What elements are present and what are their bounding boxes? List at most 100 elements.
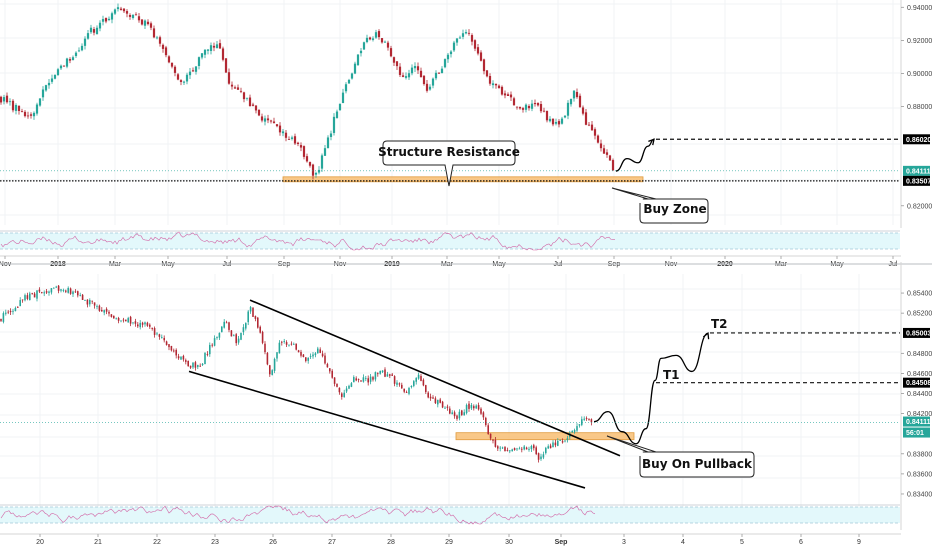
candle-body[interactable] [170,62,174,67]
candle-body[interactable] [151,327,153,329]
candle-body[interactable] [266,118,270,121]
candle-body[interactable] [218,43,222,49]
candle-body[interactable] [530,445,533,450]
candle-body[interactable] [434,398,437,404]
candle-body[interactable] [405,392,408,393]
candle-body[interactable] [149,324,151,327]
top-time-axis[interactable]: Nov2018MarMayJulSepNov2019MarMayJulSepNo… [0,255,901,268]
candle-body[interactable] [446,406,449,408]
candle-body[interactable] [602,148,606,154]
candle-body[interactable] [368,37,372,40]
candle-body[interactable] [216,336,218,338]
candle-body[interactable] [153,328,156,335]
candle-body[interactable] [323,148,327,156]
candle-body[interactable] [247,311,249,323]
candle-body[interactable] [48,291,50,293]
candle-body[interactable] [422,379,425,386]
candle-body[interactable] [194,362,197,368]
candle-body[interactable] [240,332,242,340]
candle-body[interactable] [79,295,81,296]
candle-body[interactable] [72,291,74,295]
candle-body[interactable] [401,384,403,389]
candle-body[interactable] [429,396,432,399]
candle-body[interactable] [482,412,485,418]
candle-body[interactable] [386,42,390,48]
candle-body[interactable] [583,418,585,420]
candle-body[interactable] [161,44,165,49]
candle-body[interactable] [314,172,318,175]
candle-body[interactable] [590,419,593,423]
candle-body[interactable] [233,87,237,89]
candle-body[interactable] [319,349,321,353]
candle-body[interactable] [263,118,267,122]
candle-body[interactable] [41,89,45,98]
candle-body[interactable] [380,38,384,43]
candle-body[interactable] [101,309,103,312]
candle-body[interactable] [333,377,336,384]
candle-body[interactable] [104,18,108,22]
candle-body[interactable] [581,419,583,425]
candle-body[interactable] [105,308,108,312]
candle-body[interactable] [221,48,225,60]
candle-body[interactable] [428,86,432,90]
candle-body[interactable] [168,344,170,348]
candle-body[interactable] [50,288,53,293]
candle-body[interactable] [158,334,161,337]
candle-body[interactable] [107,18,111,21]
current-price-badge-bg[interactable] [903,165,930,176]
candle-body[interactable] [17,307,19,308]
candle-body[interactable] [170,345,173,351]
candle-body[interactable] [230,84,234,87]
candle-body[interactable] [144,322,146,325]
candle-body[interactable] [98,305,101,311]
candle-body[interactable] [458,411,461,419]
candle-body[interactable] [389,48,393,57]
candle-body[interactable] [324,355,326,364]
candle-body[interactable] [110,13,114,20]
candle-body[interactable] [344,84,348,92]
candle-body[interactable] [257,110,261,116]
candle-body[interactable] [417,374,420,379]
candle-body[interactable] [38,98,42,106]
candle-body[interactable] [305,156,309,162]
candle-body[interactable] [353,63,357,74]
candle-body[interactable] [278,342,281,354]
candle-body[interactable] [415,378,417,382]
candle-body[interactable] [482,59,486,72]
candle-body[interactable] [182,355,185,360]
candle-body[interactable] [398,66,402,75]
candle-body[interactable] [389,374,391,376]
candle-body[interactable] [55,286,57,288]
candle-body[interactable] [261,331,264,343]
candle-body[interactable] [295,343,297,350]
candle-body[interactable] [211,344,213,346]
candle-body[interactable] [116,7,120,10]
candle-body[interactable] [273,358,276,371]
candle-body[interactable] [36,290,38,299]
candle-body[interactable] [17,105,21,112]
candle-body[interactable] [335,111,339,118]
candle-body[interactable] [93,302,96,306]
candle-body[interactable] [14,104,18,111]
candle-body[interactable] [343,392,345,398]
candle-body[interactable] [266,352,269,365]
candle-body[interactable] [521,108,525,110]
bottom-time-axis[interactable]: 20 21 22 23 26 27 28 29 30 Sep 3 4 5 6 9 [0,263,932,546]
candle-body[interactable] [350,73,354,79]
candle-body[interactable] [120,320,122,322]
candle-body[interactable] [293,136,297,144]
candle-body[interactable] [509,94,513,98]
candle-body[interactable] [497,446,499,449]
candle-body[interactable] [605,152,609,155]
candle-body[interactable] [362,377,365,382]
candle-body[interactable] [242,92,246,100]
candle-body[interactable] [84,299,86,301]
candle-body[interactable] [561,441,564,443]
candle-body[interactable] [59,65,63,69]
candle-body[interactable] [345,388,348,392]
candle-body[interactable] [422,75,426,85]
bottom-price-axis[interactable]: 0.85400 0.85200 0.85003 0.84800 0.84600 0.845… [900,262,932,530]
candle-body[interactable] [175,349,177,356]
candle-body[interactable] [275,124,279,127]
candle-body[interactable] [584,112,588,125]
